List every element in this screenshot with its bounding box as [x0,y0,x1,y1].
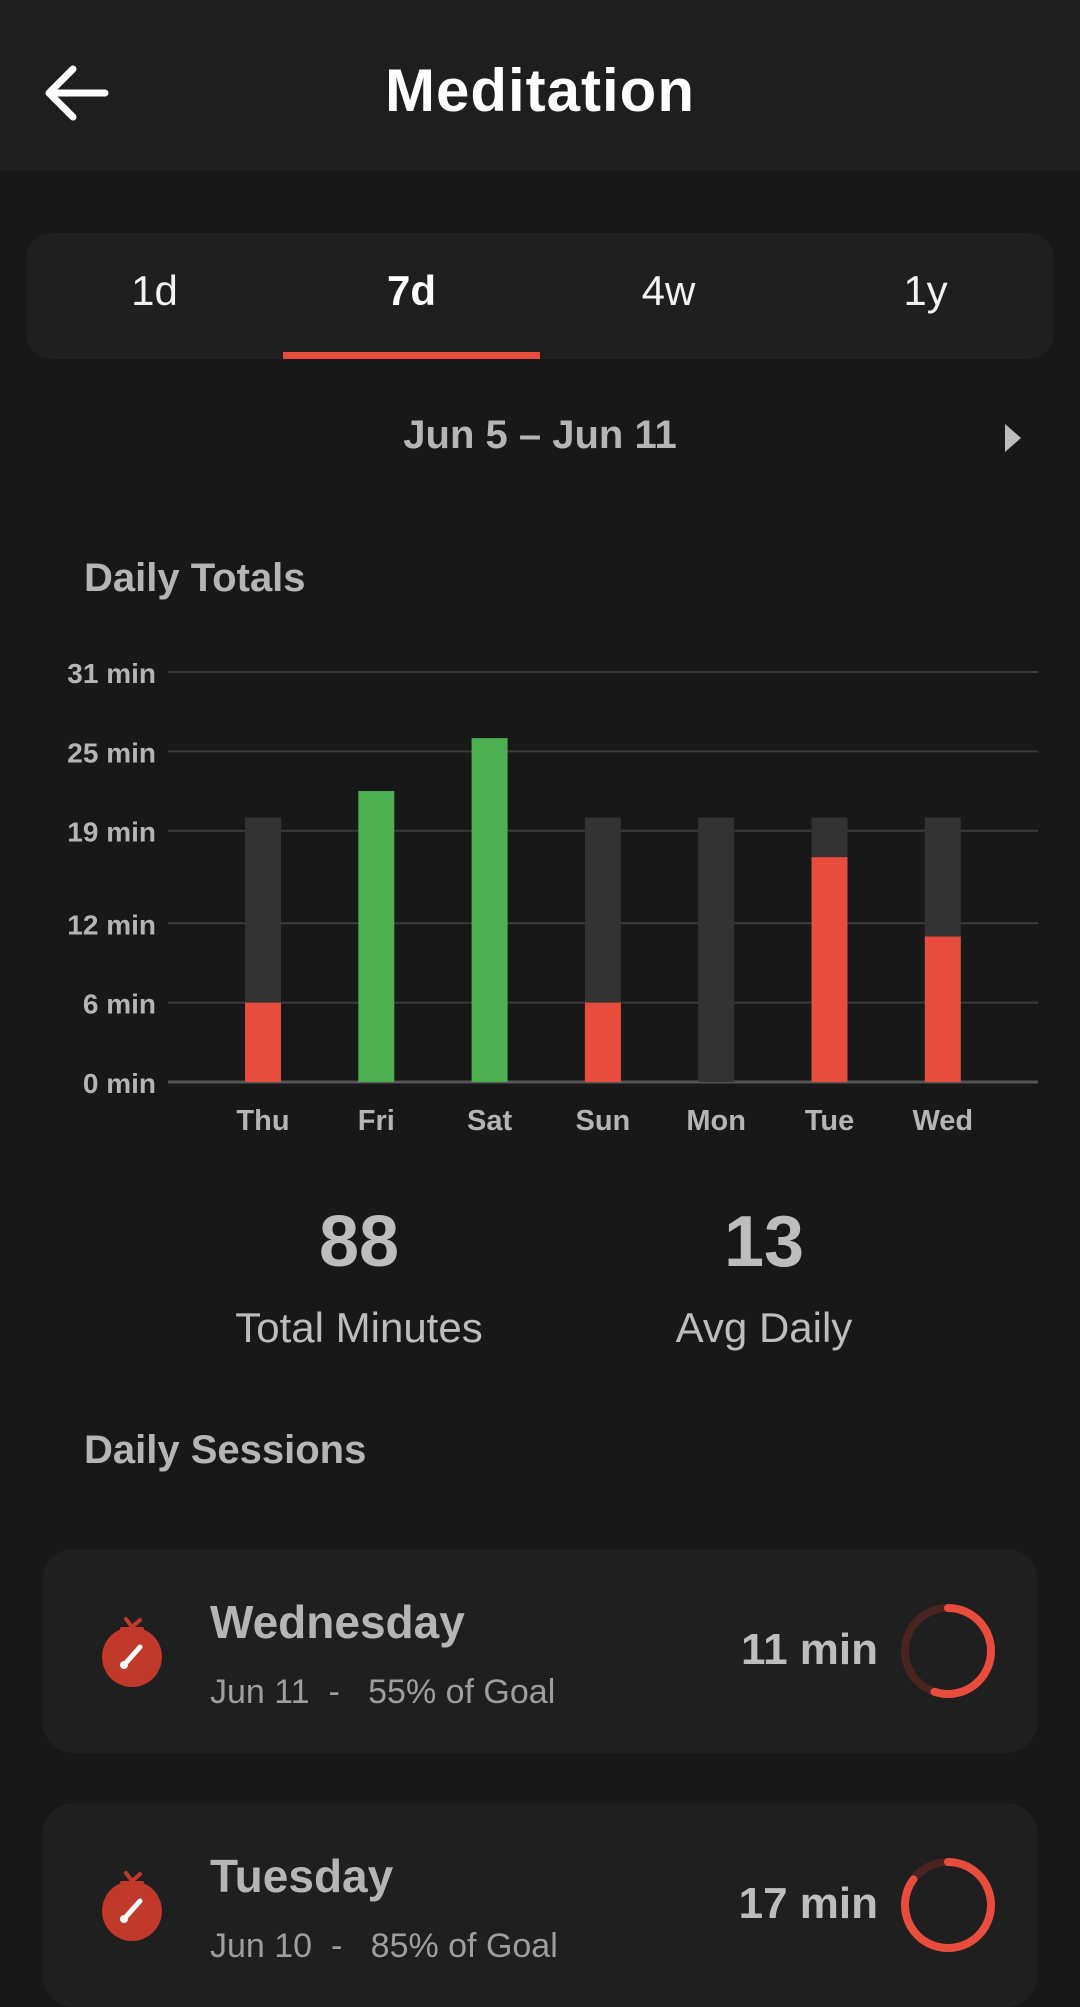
session-date: Jun 11 [210,1673,310,1711]
stat-total-minutes: 88 Total Minutes [159,1206,559,1352]
y-tick-label: 31 min [67,658,156,689]
session-minutes: 11 min [741,1625,878,1674]
bar [245,1002,281,1082]
x-tick-label: Fri [358,1105,395,1137]
x-tick-label: Sat [467,1105,512,1137]
session-minutes: 17 min [738,1879,878,1928]
triangle-right-icon [1005,424,1021,452]
stat-label: Avg Daily [675,1304,853,1351]
back-button[interactable] [20,48,130,138]
tab-label: 1d [131,267,178,314]
bar [358,791,395,1082]
y-tick-label: 12 min [67,909,156,940]
stat-avg-daily: 13 Avg Daily [564,1206,964,1352]
session-card[interactable]: Wednesday Jun 11 - 55% of Goal 11 min [42,1549,1038,1753]
stat-value: 13 [723,1202,805,1282]
tab-1d[interactable]: 1d [26,233,283,359]
tab-4w[interactable]: 4w [540,233,797,359]
bar [811,857,848,1082]
session-subtitle: Jun 10 - 85% of Goal [210,1927,558,1965]
y-tick-label: 0 min [83,1068,156,1099]
bar [471,738,508,1082]
stat-label: Total Minutes [235,1304,483,1351]
daily-totals-title: Daily Totals [84,556,306,600]
tab-indicator [283,352,540,359]
tab-label: 7d [386,267,436,314]
tab-7d[interactable]: 7d [283,233,540,359]
tab-label: 1y [903,267,948,314]
range-tabs: 1d 7d 4w 1y [26,233,1054,359]
bar [924,936,961,1082]
x-tick-label: Sun [576,1105,631,1137]
next-range-button[interactable] [985,410,1041,466]
bar-remaining [584,817,621,1003]
tomato-timer-icon [102,1617,162,1687]
bar [584,1002,621,1082]
bar-remaining [811,817,848,858]
session-goal: 85% of Goal [370,1927,558,1965]
session-goal: 55% of Goal [368,1673,556,1711]
y-tick-label: 19 min [67,817,156,848]
tomato-timer-icon [102,1871,162,1941]
goal-progress-ring [901,1858,995,1952]
x-tick-label: Mon [686,1105,746,1137]
x-tick-label: Wed [912,1105,973,1137]
session-day: Wednesday [210,1596,465,1648]
daily-totals-chart: 0 min 6 min 12 min 19 min 25 min 31 min Thu Fri… [67,658,1038,1137]
bar-remaining [698,817,735,1082]
session-date: Jun 10 [210,1927,313,1965]
session-subtitle: Jun 11 - 55% of Goal [210,1673,556,1711]
bar-remaining [924,817,961,937]
session-day: Tuesday [210,1850,394,1902]
app-bar: Meditation [0,0,1080,171]
arrow-back-icon [45,65,109,121]
bar-remaining [245,817,281,1003]
tab-1y[interactable]: 1y [797,233,1054,359]
x-tick-label: Tue [805,1105,854,1137]
date-range-label: Jun 5 – Jun 11 [403,413,677,457]
daily-sessions-title: Daily Sessions [84,1428,367,1472]
x-tick-label: Thu [236,1105,289,1137]
tab-label: 4w [641,267,696,314]
page-title: Meditation [385,57,695,124]
y-tick-label: 25 min [67,737,156,768]
stat-value: 88 [318,1202,400,1282]
goal-progress-ring [901,1604,995,1698]
y-tick-label: 6 min [83,989,156,1020]
session-card[interactable]: Tuesday Jun 10 - 85% of Goal 17 min [42,1803,1038,2007]
